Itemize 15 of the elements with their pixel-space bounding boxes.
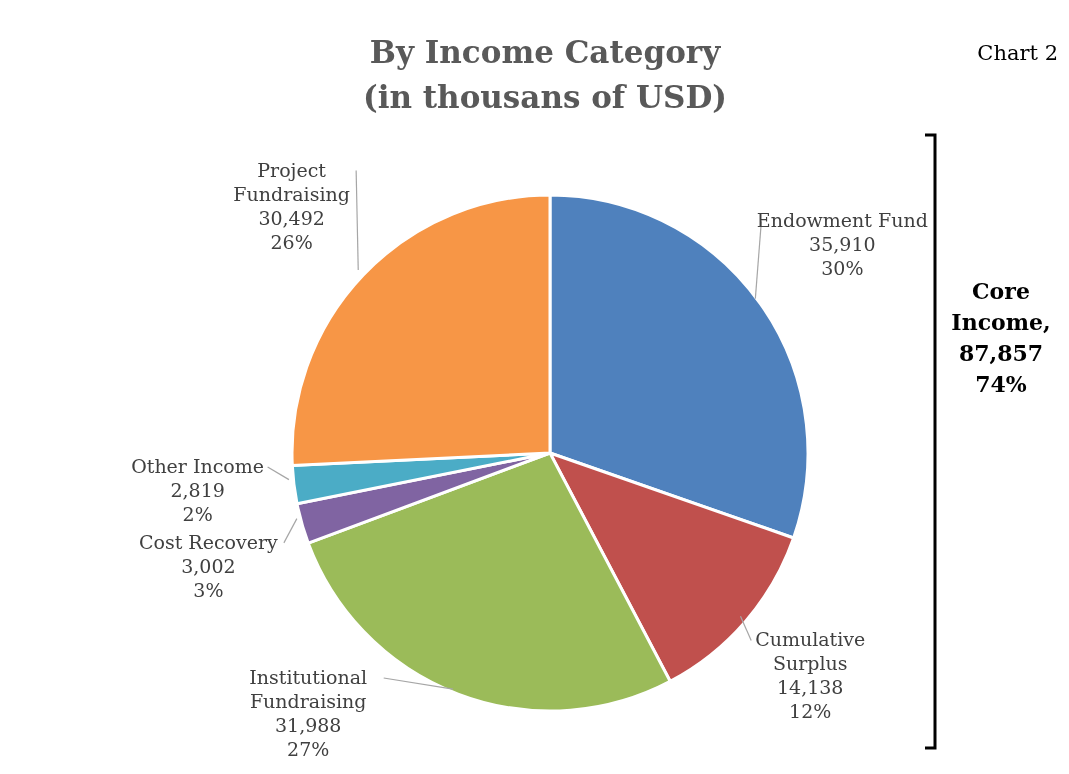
caption: Chart 2 [977,41,1058,65]
data-label: 14,138 12% [776,676,844,723]
data-label: 2,819 2% [170,478,225,525]
slice-label: Endowment Fund [756,209,928,232]
slice-label: Project Fundraising [233,158,350,205]
text: Core Income, 87,857 74% [951,278,1051,397]
slice-label: Other Income [131,454,265,477]
slice-label: Cost Recovery [138,530,279,553]
data-label: 3,002 3% [181,554,236,601]
slice-label: Cumulative Surplus [755,628,866,675]
data-label: 31,988 27% [274,714,342,760]
data-label: 30,492 26% [258,206,325,253]
data-label: 35,910 30% [809,233,876,280]
chart-title: By Income Category (in thousans of USD) [363,34,727,115]
slice-label: Institutional Fundraising [249,666,368,712]
